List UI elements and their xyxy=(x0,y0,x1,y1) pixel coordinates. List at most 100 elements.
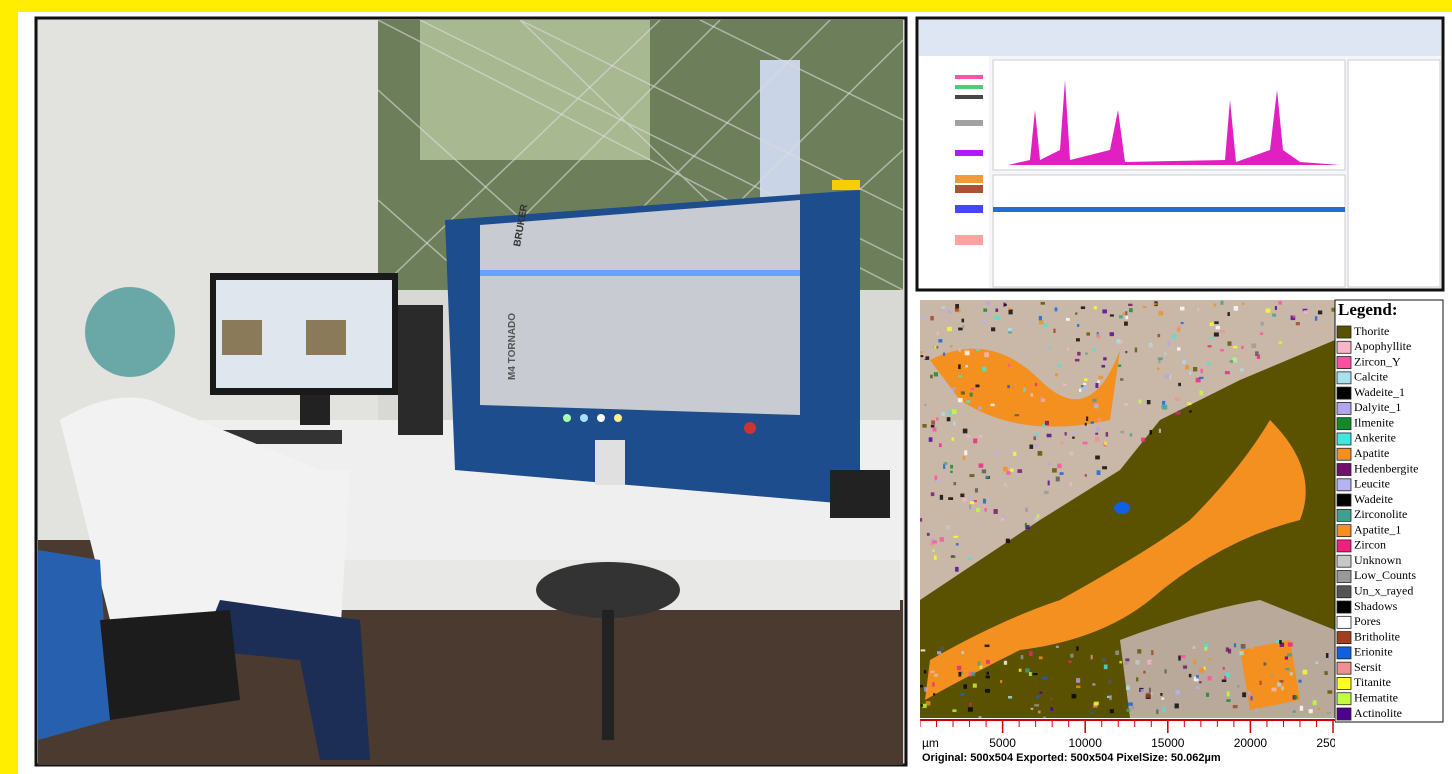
texture-dot xyxy=(1050,698,1053,700)
texture-dot xyxy=(991,327,995,331)
texture-dot xyxy=(1276,640,1279,643)
texture-dot xyxy=(922,315,926,318)
texture-dot xyxy=(1048,463,1051,465)
texture-dot xyxy=(1241,644,1246,649)
texture-dot xyxy=(1095,433,1098,435)
texture-dot xyxy=(942,306,945,308)
texture-dot xyxy=(982,367,986,372)
texture-dot xyxy=(1092,431,1094,433)
texture-dot xyxy=(1181,322,1184,324)
texture-dot xyxy=(1315,316,1317,321)
texture-dot xyxy=(961,651,964,654)
texture-dot xyxy=(1042,677,1047,680)
legend-label: Apatite_1 xyxy=(1354,522,1401,536)
legend-swatch xyxy=(1337,601,1351,613)
legend-label: Zirconolite xyxy=(1354,507,1407,521)
texture-dot xyxy=(976,349,979,351)
texture-dot xyxy=(1140,689,1144,693)
texture-dot xyxy=(1303,670,1308,675)
texture-dot xyxy=(985,689,990,693)
texture-dot xyxy=(1257,656,1261,658)
texture-dot xyxy=(978,661,981,666)
texture-dot xyxy=(1242,303,1245,305)
texture-dot xyxy=(1102,466,1107,469)
texture-dot xyxy=(1008,308,1010,310)
legend-swatch xyxy=(1337,555,1351,567)
texture-dot xyxy=(1025,523,1027,527)
texture-dot xyxy=(952,709,956,712)
texture-dot xyxy=(1006,539,1010,543)
texture-dot xyxy=(1303,310,1308,313)
texture-dot xyxy=(1101,657,1106,661)
texture-dot xyxy=(1300,706,1303,711)
texture-dot xyxy=(969,474,974,477)
texture-dot xyxy=(1090,712,1093,714)
texture-dot xyxy=(1316,662,1319,665)
texture-dot xyxy=(973,438,977,443)
texture-dot xyxy=(984,508,987,512)
texture-dot xyxy=(985,645,990,647)
texture-dot xyxy=(1061,441,1064,444)
texture-dot xyxy=(929,437,933,442)
legend-label: Low_Counts xyxy=(1354,568,1416,582)
texture-dot xyxy=(958,391,961,395)
texture-dot xyxy=(1220,330,1225,333)
texture-dot xyxy=(1285,656,1288,659)
texture-dot xyxy=(1031,708,1034,710)
texture-dot xyxy=(1160,693,1162,696)
texture-dot xyxy=(986,302,991,305)
texture-dot xyxy=(935,475,938,480)
texture-dot xyxy=(979,435,982,438)
texture-dot xyxy=(1147,400,1151,404)
legend-swatch xyxy=(1337,647,1351,659)
texture-dot xyxy=(1206,693,1209,697)
texture-dot xyxy=(1008,309,1012,314)
texture-dot xyxy=(920,351,922,353)
texture-dot xyxy=(986,672,988,675)
texture-dot xyxy=(1149,688,1151,693)
texture-dot xyxy=(1209,658,1211,660)
texture-dot xyxy=(965,351,970,356)
texture-dot xyxy=(1081,306,1085,309)
texture-dot xyxy=(940,495,943,500)
texture-dot xyxy=(1095,437,1099,442)
texture-dot xyxy=(1281,686,1284,690)
texture-dot xyxy=(1227,312,1229,316)
texture-dot xyxy=(1250,646,1252,649)
texture-dot xyxy=(958,398,963,402)
legend-swatch xyxy=(1337,372,1351,384)
texture-dot xyxy=(1196,686,1200,688)
texture-dot xyxy=(1057,464,1061,469)
texture-dot xyxy=(1094,702,1099,706)
texture-dot xyxy=(984,352,989,357)
texture-dot xyxy=(1290,672,1293,675)
texture-dot xyxy=(1110,709,1114,713)
texture-dot xyxy=(1085,474,1087,477)
texture-dot xyxy=(1137,649,1141,653)
texture-dot xyxy=(1285,668,1289,670)
texture-dot xyxy=(968,558,972,560)
texture-dot xyxy=(1033,436,1036,440)
texture-dot xyxy=(1052,468,1057,472)
texture-dot xyxy=(1139,400,1142,404)
legend-swatch xyxy=(1337,357,1351,369)
texture-dot xyxy=(1025,668,1030,672)
legend-label: Ilmenite xyxy=(1354,415,1394,429)
texture-dot xyxy=(1039,316,1042,320)
texture-dot xyxy=(1096,427,1099,431)
texture-dot xyxy=(1266,309,1271,313)
texture-dot xyxy=(1169,375,1172,380)
texture-dot xyxy=(1124,322,1128,326)
texture-dot xyxy=(1119,661,1122,664)
texture-dot xyxy=(983,308,987,311)
legend-swatch xyxy=(1337,540,1351,552)
texture-dot xyxy=(962,325,964,328)
texture-dot xyxy=(1079,389,1081,392)
texture-dot xyxy=(1007,385,1010,388)
texture-dot xyxy=(947,671,949,675)
texture-dot xyxy=(1151,661,1154,663)
texture-dot xyxy=(1103,357,1106,360)
legend-label: Erionite xyxy=(1354,645,1393,659)
texture-dot xyxy=(1130,433,1132,436)
texture-dot xyxy=(1110,314,1114,316)
